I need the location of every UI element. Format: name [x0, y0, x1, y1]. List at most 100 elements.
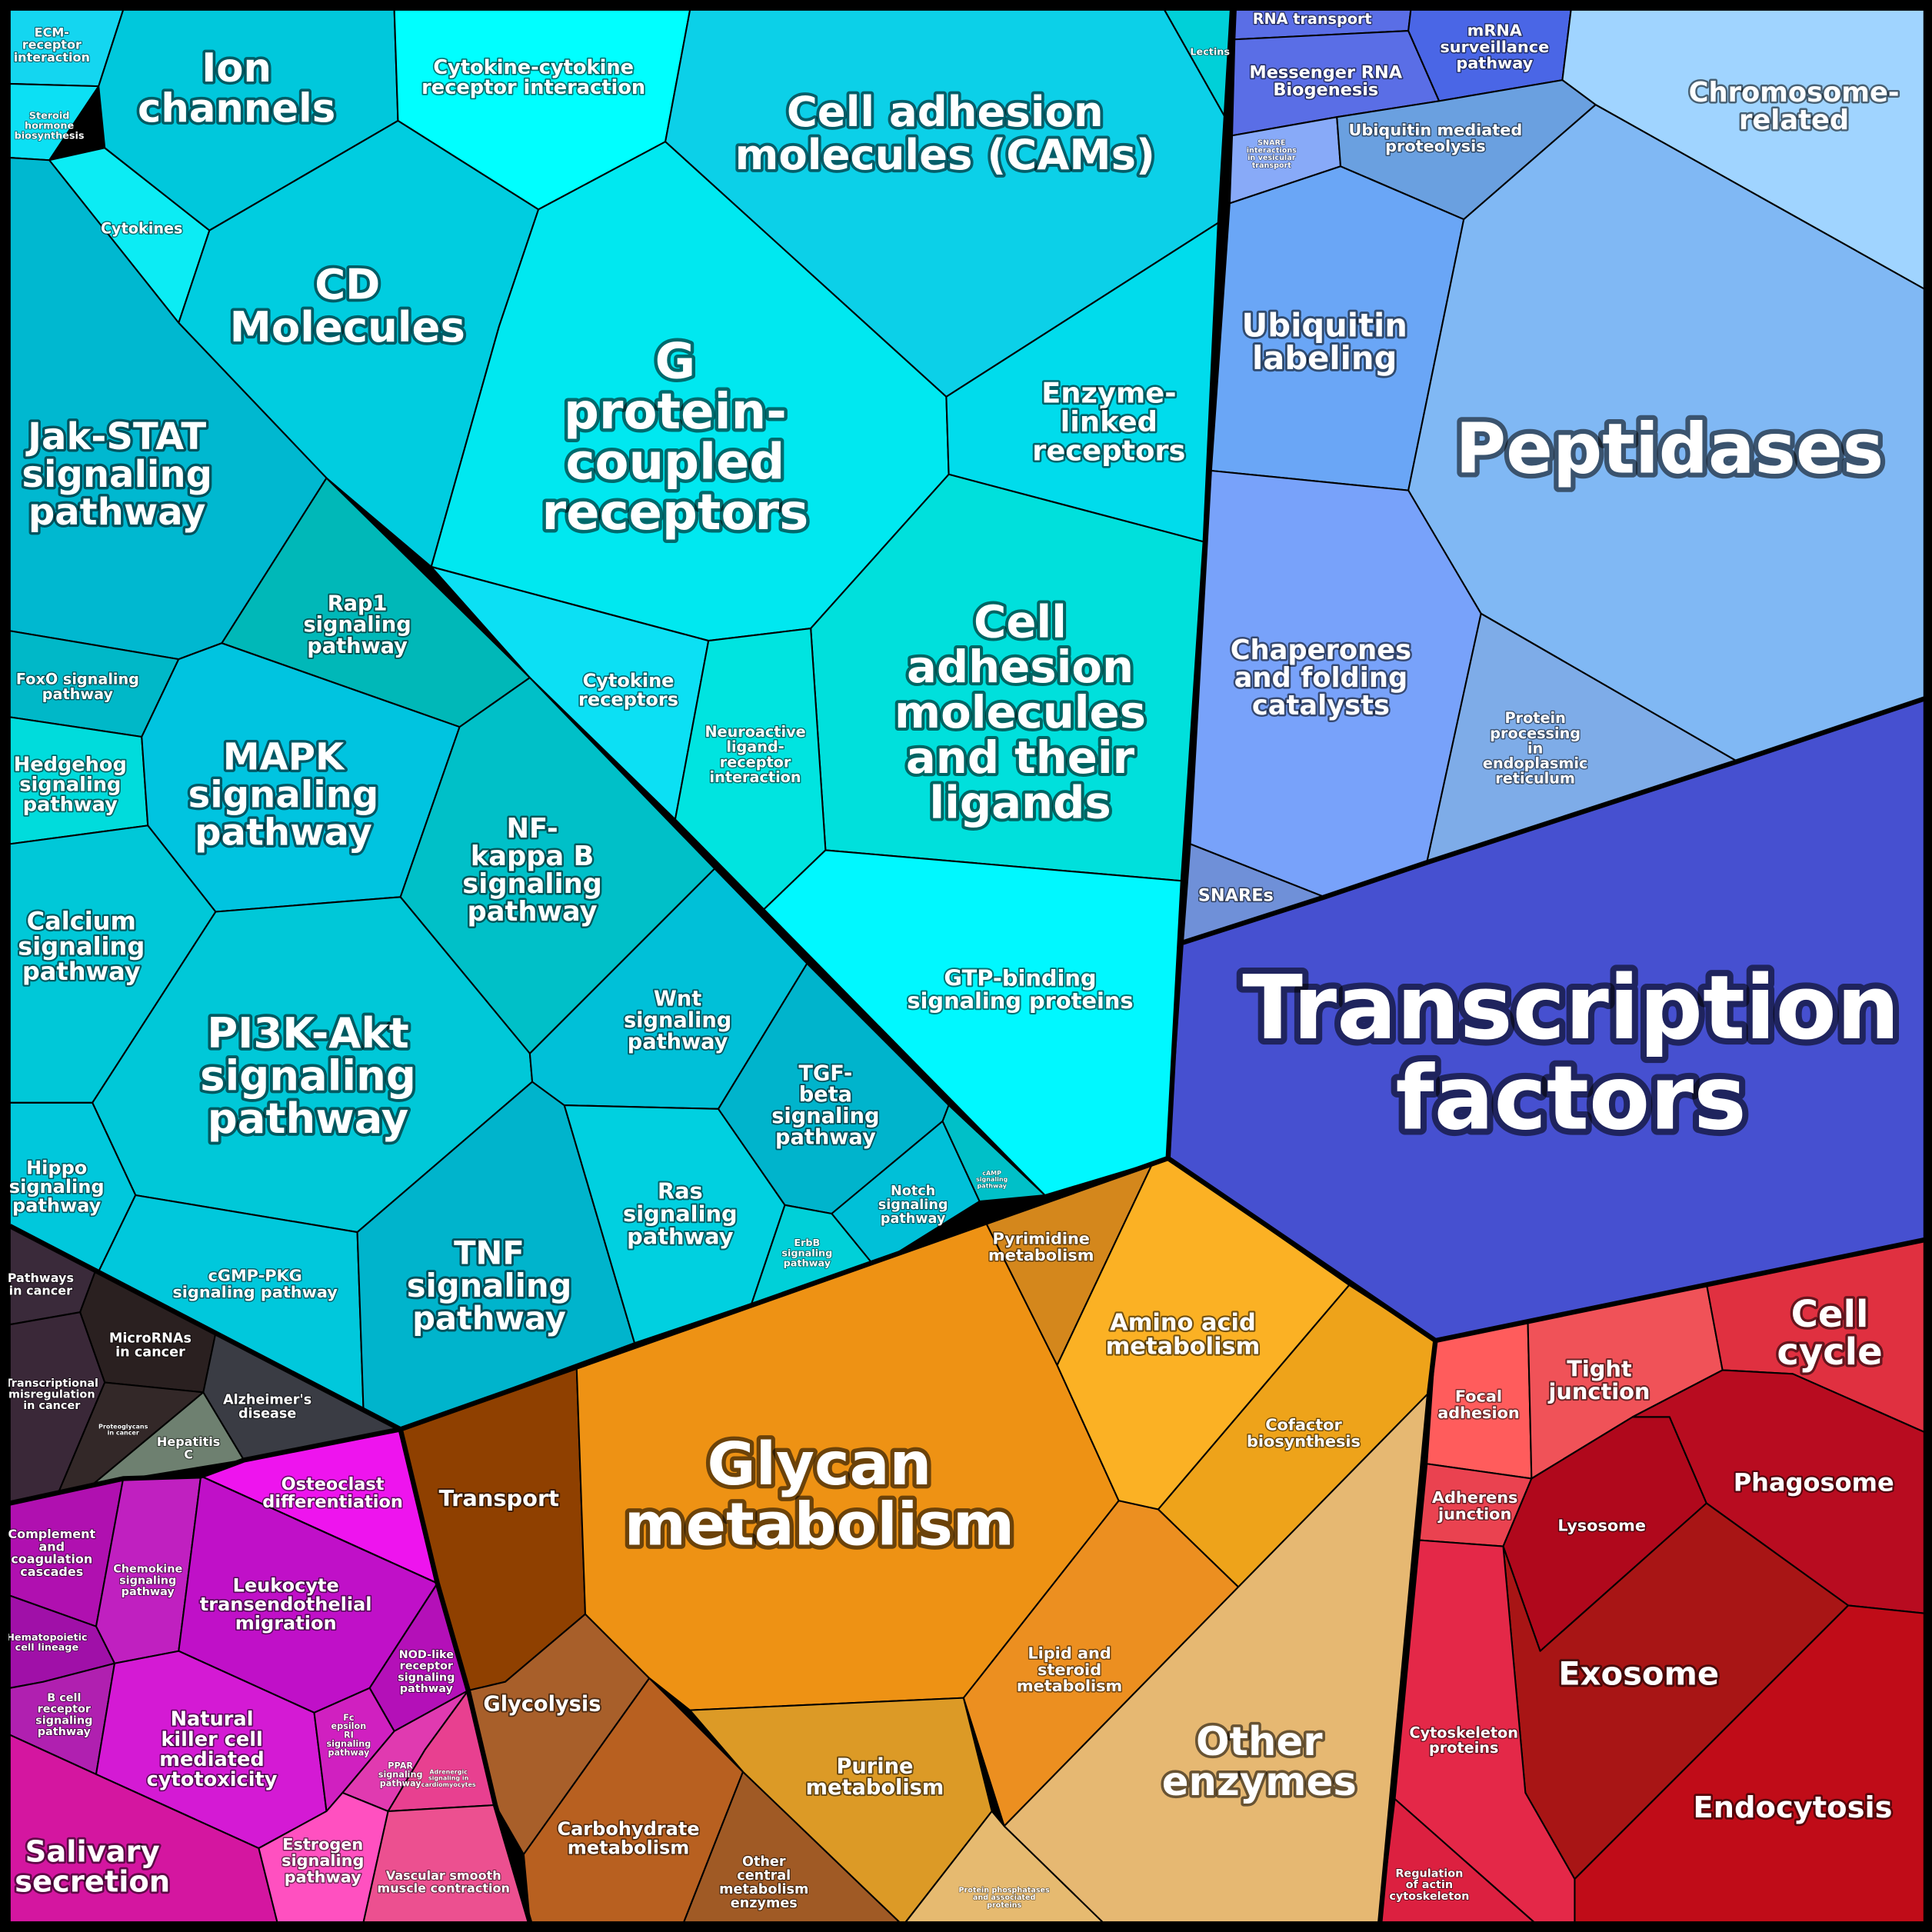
- cell-label-line: of actin: [1406, 1879, 1454, 1891]
- cell-label-line: Protein: [1505, 709, 1566, 727]
- cell-label-line: reticulum: [1495, 769, 1575, 787]
- group-border: [399, 1155, 1932, 1432]
- cell-label-line: Alzheimer's: [223, 1393, 311, 1408]
- cell-label: Amino acid metabolism: [1106, 1309, 1261, 1360]
- group-border: [1181, 694, 1932, 945]
- cell-label-line: signaling: [327, 1739, 371, 1749]
- cell-label-line: endoplasmic: [1483, 754, 1587, 772]
- cell-label: Carbohydrate metabolism: [557, 1818, 699, 1859]
- cell-label-line: receptor: [38, 1704, 92, 1716]
- cell-label: PI3K-Akt signaling pathway: [200, 1008, 416, 1143]
- cell: [1003, 1391, 1431, 1924]
- cell-label-line: Neuroactive: [705, 723, 805, 741]
- cell-label-line: signaling: [462, 868, 602, 900]
- cell-label-line: killer cell: [161, 1728, 262, 1751]
- cell-label: CD Molecules: [230, 260, 465, 352]
- cell-label: Cytokine receptors: [578, 670, 678, 711]
- cell-label: Lipid and steroid metabolism: [1017, 1644, 1122, 1695]
- cell-label-line: pathway: [775, 1125, 876, 1149]
- cell-label-line: PPAR: [388, 1760, 413, 1770]
- cell-label-line: signaling: [378, 1769, 423, 1779]
- cell-label: TGF-beta signaling pathway: [771, 1061, 879, 1149]
- cell-label-line: signaling proteins: [907, 988, 1133, 1014]
- cell-label-line: cascades: [20, 1564, 83, 1579]
- cell-label-line: interaction: [710, 768, 801, 785]
- cell-label-line: CD: [315, 260, 380, 309]
- cell-label: Hedgehog signaling pathway: [14, 753, 127, 816]
- cell-label-line: Glycan: [707, 1431, 931, 1499]
- cell-label: Notch signaling pathway: [878, 1184, 948, 1227]
- cell-label: cGMP-PKG signaling pathway: [172, 1267, 338, 1301]
- cell-label-line: signaling: [200, 1051, 416, 1101]
- cell-label: Glycan metabolism: [625, 1431, 1014, 1559]
- cell-label-line: Enzyme-: [1041, 376, 1176, 409]
- cell-label: Alzheimer's disease: [223, 1393, 311, 1422]
- cell-label-line: Other: [1196, 1719, 1323, 1765]
- cell-label-line: Hematopoietic: [6, 1631, 87, 1643]
- cell-label-line: cytoskeleton: [1389, 1890, 1469, 1903]
- cell-label-line: coupled: [566, 434, 785, 491]
- group-border: [1377, 1340, 1438, 1923]
- cell-label-line: Chromosome-: [1689, 76, 1900, 108]
- cell-label-line: GTP-binding: [944, 965, 1096, 991]
- cell-label-line: differentiation: [262, 1492, 403, 1512]
- cell-label-line: SNARE: [1257, 138, 1285, 147]
- cell-label-line: adhesion: [1437, 1404, 1520, 1422]
- cell-label-line: Protein phosphatases: [959, 1886, 1051, 1894]
- cell-label-line: TGF-: [798, 1061, 852, 1085]
- cell-label-line: Ubiquitin mediated: [1348, 121, 1522, 139]
- cell: [941, 1104, 1046, 1203]
- cell-label-line: signaling: [9, 1176, 105, 1198]
- cell-label: Lectins: [1190, 46, 1230, 58]
- cell-label: mRNA surveillance pathway: [1440, 22, 1549, 72]
- cell-label: Fc epsilon RI signaling pathway: [327, 1712, 371, 1757]
- cell-label-line: cardiomyocytes: [421, 1780, 476, 1787]
- cell-label: Pathways in cancer: [8, 1271, 74, 1297]
- cell-label-line: signaling: [878, 1198, 948, 1213]
- cell-label-line: pathway: [28, 491, 206, 534]
- cell-label-line: Adherens: [1432, 1488, 1518, 1507]
- cell-label-line: Estrogen: [282, 1835, 363, 1854]
- cell-label-line: Rap1: [328, 591, 388, 615]
- cell-label-line: receptors: [578, 688, 678, 710]
- cell-label: Chemokine signaling pathway: [113, 1564, 182, 1598]
- cell-label-line: enzymes: [731, 1896, 798, 1911]
- cell-label-line: pathway: [285, 1867, 361, 1886]
- cell-label-line: beta: [799, 1083, 852, 1107]
- cell-label: Complement and coagulation cascades: [8, 1527, 95, 1579]
- cell-label: Cell cycle: [1777, 1293, 1882, 1374]
- cell-label: FoxO signaling pathway: [16, 670, 139, 703]
- cell-label-line: Wnt: [654, 987, 701, 1011]
- cell-label: cAMP signaling pathway: [976, 1169, 1008, 1188]
- cell-label-line: receptor interaction: [421, 76, 645, 99]
- cell-label-line: signaling: [398, 1671, 455, 1684]
- cell-label-line: signaling: [623, 1201, 738, 1227]
- cell-label-line: Steroid: [29, 110, 70, 122]
- cell-label-line: Leukocyte: [233, 1574, 339, 1596]
- cell-label-line: signaling pathway: [172, 1283, 338, 1301]
- cell-label-line: RNA transport: [1253, 10, 1372, 28]
- cell-label: Natural killer cell mediated cytotoxicity: [147, 1708, 278, 1791]
- cell-label-line: pathway: [627, 1223, 734, 1249]
- cell-label-line: Chaperones: [1231, 635, 1411, 666]
- cell-label: Transcription factors: [1242, 957, 1900, 1151]
- cell-label: Other enzymes: [1162, 1719, 1357, 1805]
- cell-label-line: pathway: [23, 794, 118, 817]
- cell-label-line: Transcriptional: [5, 1377, 98, 1390]
- cell-label-line: catalysts: [1252, 690, 1390, 721]
- cell-label-line: Cytoskeleton: [1409, 1724, 1517, 1741]
- cell-label-line: Cell adhesion: [787, 87, 1104, 136]
- cell-label-line: in cancer: [108, 1429, 139, 1436]
- cell-label: Cytokine-cytokine receptor interaction: [421, 56, 645, 99]
- cell-label: Cytoskeleton proteins: [1409, 1724, 1517, 1757]
- cell-label-line: Tight: [1567, 1356, 1632, 1382]
- cell-label-line: channels: [138, 85, 335, 132]
- cell-label-line: RI: [344, 1730, 354, 1740]
- cell-label-line: metabolism: [625, 1491, 1014, 1559]
- cell-label-line: metabolism: [1017, 1677, 1122, 1695]
- cell-label: PPAR signaling pathway: [378, 1760, 423, 1788]
- cell-label-line: interaction: [14, 50, 90, 65]
- cell-label: Neuroactive ligand-receptor interaction: [705, 723, 805, 786]
- cell-label-line: cycle: [1777, 1331, 1882, 1374]
- cell-label-line: receptors: [1032, 434, 1185, 467]
